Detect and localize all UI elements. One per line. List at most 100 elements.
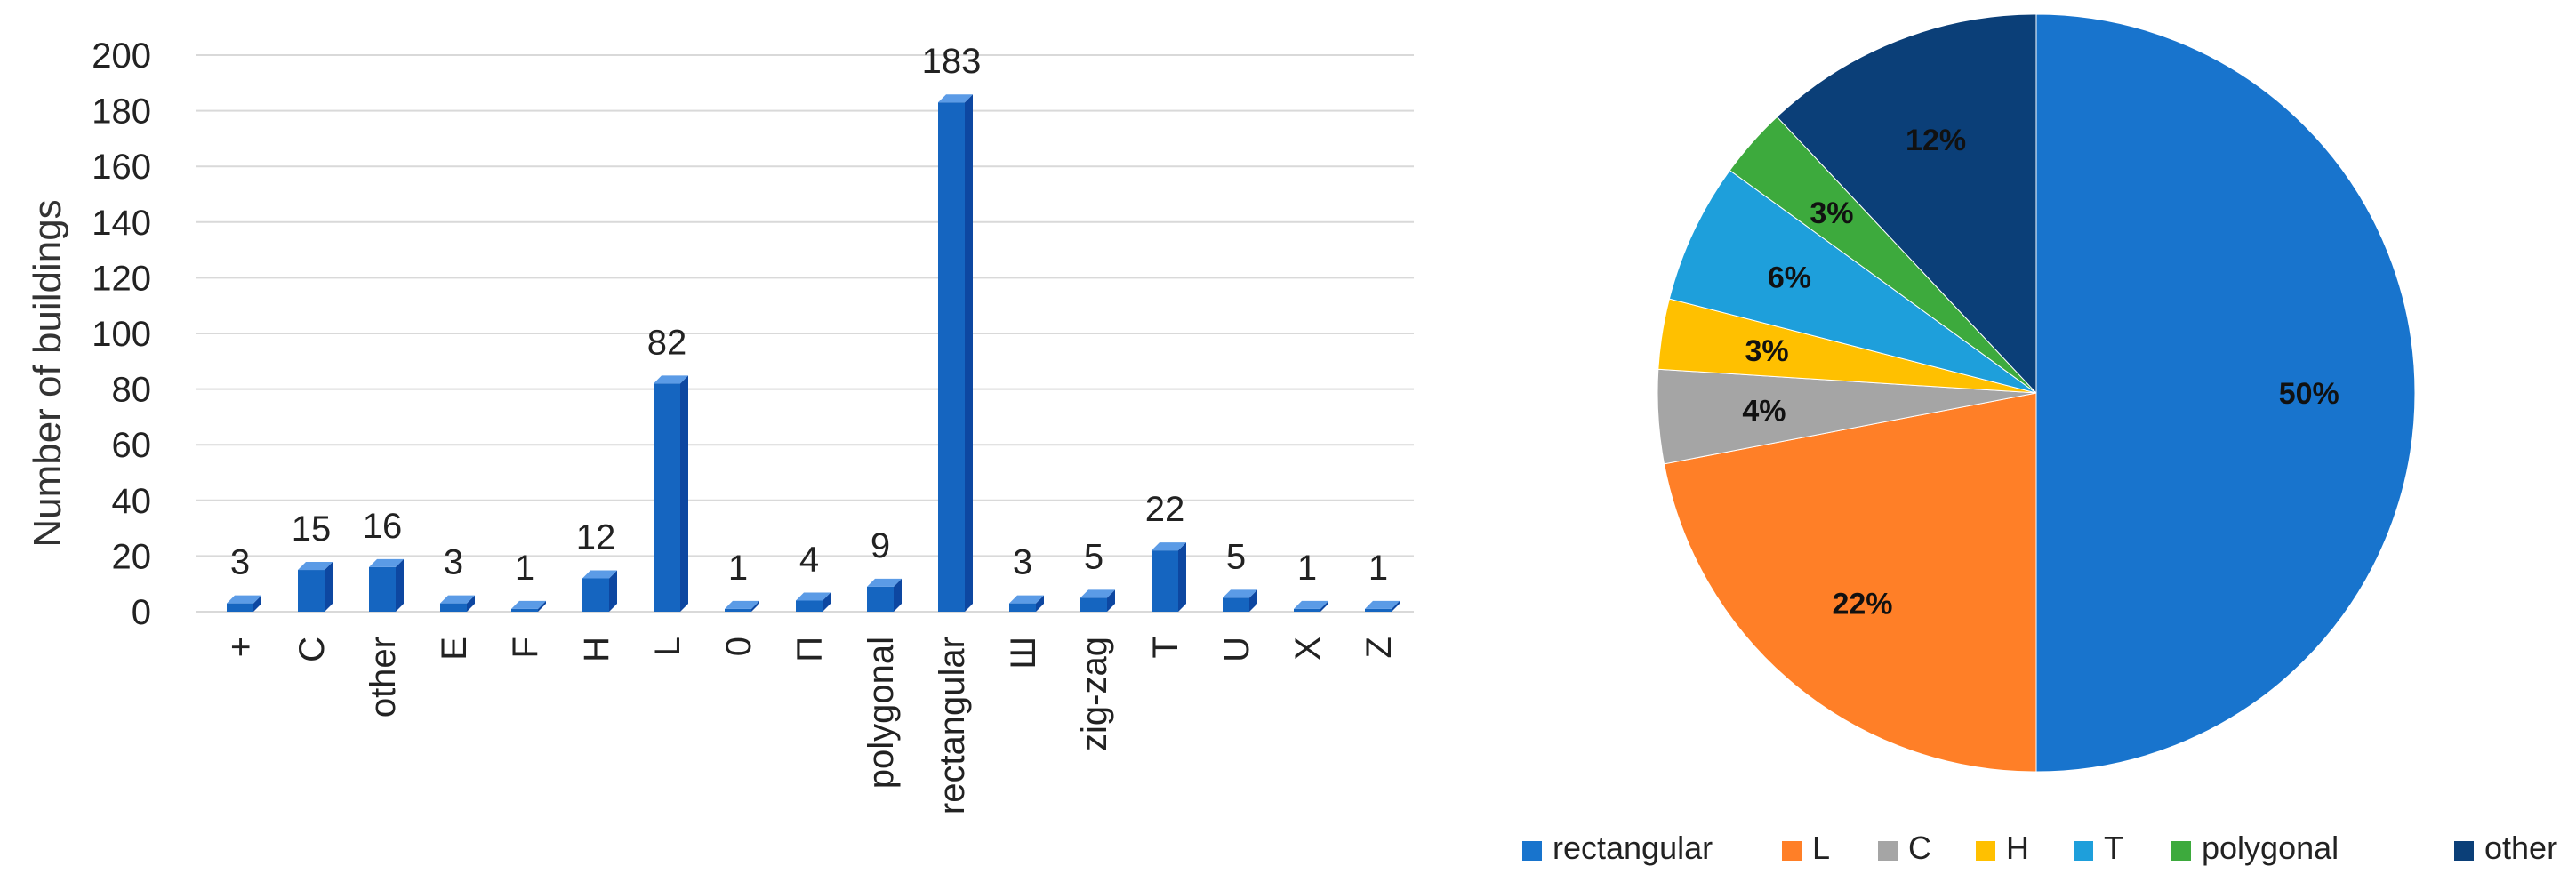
bar [1080,589,1115,612]
bar-value-label: 3 [444,543,463,582]
pie-percent-label: 4% [1742,394,1786,428]
bar [1294,600,1328,612]
bar-chart-bars [227,94,1400,612]
x-tick-label: polygonal [862,637,901,789]
legend-item: C [1878,830,1931,866]
legend-swatch [1878,841,1898,861]
x-tick-label: H [577,637,616,662]
legend-swatch [2074,841,2093,861]
bar-value-label: 12 [576,517,616,557]
bar [582,570,617,612]
bar [867,578,902,612]
legend-swatch [2454,841,2474,861]
x-tick-label: L [648,637,687,656]
bar-value-label: 16 [363,507,403,546]
pie-percent-label: 50% [2279,377,2339,411]
bar-value-label: 183 [922,42,982,81]
bar-value-label: 3 [1013,543,1032,582]
legend-swatch [2171,841,2191,861]
legend-item: L [1782,830,1830,866]
bar [440,595,475,612]
bar [654,375,688,612]
bar [1223,589,1257,612]
legend-item: H [1976,830,2029,866]
x-tick-label: 0 [719,637,758,656]
bar-value-label: 4 [799,540,819,579]
bar [938,94,973,612]
pie-slice [1776,13,2037,395]
pie-percent-label: 3% [1745,334,1788,368]
legend-swatch [1522,841,1542,861]
legend-item: polygonal [2171,830,2339,866]
bar [1152,542,1186,612]
legend-item: T [2074,830,2123,866]
bar-value-label: 9 [871,526,890,565]
y-tick-label: 180 [92,92,151,132]
y-tick-label: 140 [92,204,151,243]
x-tick-label: + [221,637,261,657]
bar-chart-y-axis: 0 20 40 60 80 100 120 140 160 180 200 [92,36,151,632]
bar [725,600,759,612]
bar [298,562,333,612]
y-tick-label: 80 [112,371,152,410]
bar-value-label: 1 [515,549,534,588]
x-tick-label: X [1288,637,1328,661]
y-tick-label: 120 [92,259,151,298]
pie-percent-label: 6% [1768,261,1811,294]
pie-chart-percent-labels: 50% 22% 4% 3% 6% 3% 12% [1742,124,2339,621]
x-tick-label: zig-zag [1075,637,1114,751]
y-tick-label: 40 [112,482,152,521]
bar-value-label: 5 [1226,537,1246,576]
x-tick-label: F [506,637,545,658]
pie-slice [1668,169,2037,394]
bar-value-label: 82 [647,323,687,362]
bar-value-label: 22 [1145,490,1185,529]
y-axis-title: Number of buildings [26,199,69,547]
legend-item: other [2454,830,2557,866]
x-tick-label: E [435,637,474,661]
pie-chart-slices [1657,13,2416,773]
legend-swatch [1782,841,1802,861]
legend-label: H [2006,830,2029,866]
legend-label: rectangular [1553,830,1713,866]
x-tick-label: other [364,637,403,718]
bar [796,592,831,612]
x-tick-label: Z [1360,637,1399,658]
bar-value-label: 15 [292,509,332,549]
x-tick-label: U [1217,637,1256,662]
y-tick-label: 20 [112,537,152,576]
y-tick-label: 0 [132,593,151,632]
legend-swatch [1976,841,1995,861]
y-tick-label: 200 [92,36,151,76]
x-tick-label: Ш [1004,637,1043,670]
x-tick-label: rectangular [933,637,972,814]
legend-label: other [2484,830,2557,866]
bar [511,600,546,612]
y-tick-label: 60 [112,426,152,465]
bar [1365,600,1400,612]
bar-value-label: 1 [728,549,748,588]
legend-label: T [2104,830,2123,866]
y-tick-label: 100 [92,315,151,354]
bar [369,558,404,612]
bar-chart-data-labels: 3 15 16 3 1 12 82 1 4 9 183 3 5 22 5 1 1 [230,42,1388,588]
legend-label: C [1908,830,1931,866]
x-tick-label: T [1146,637,1185,658]
bar-chart-gridlines [196,54,1414,613]
bar-value-label: 5 [1084,537,1103,576]
legend-label: polygonal [2202,830,2339,866]
legend-label: L [1812,830,1830,866]
y-tick-label: 160 [92,148,151,187]
pie-slice [1663,392,2037,773]
pie-percent-label: 22% [1832,587,1892,621]
bar-value-label: 1 [1297,549,1317,588]
pie-slice [2035,13,2416,773]
pie-percent-label: 12% [1906,124,1966,157]
bar-value-label: 3 [230,543,250,582]
bar [1009,595,1044,612]
x-tick-label: П [790,637,830,662]
